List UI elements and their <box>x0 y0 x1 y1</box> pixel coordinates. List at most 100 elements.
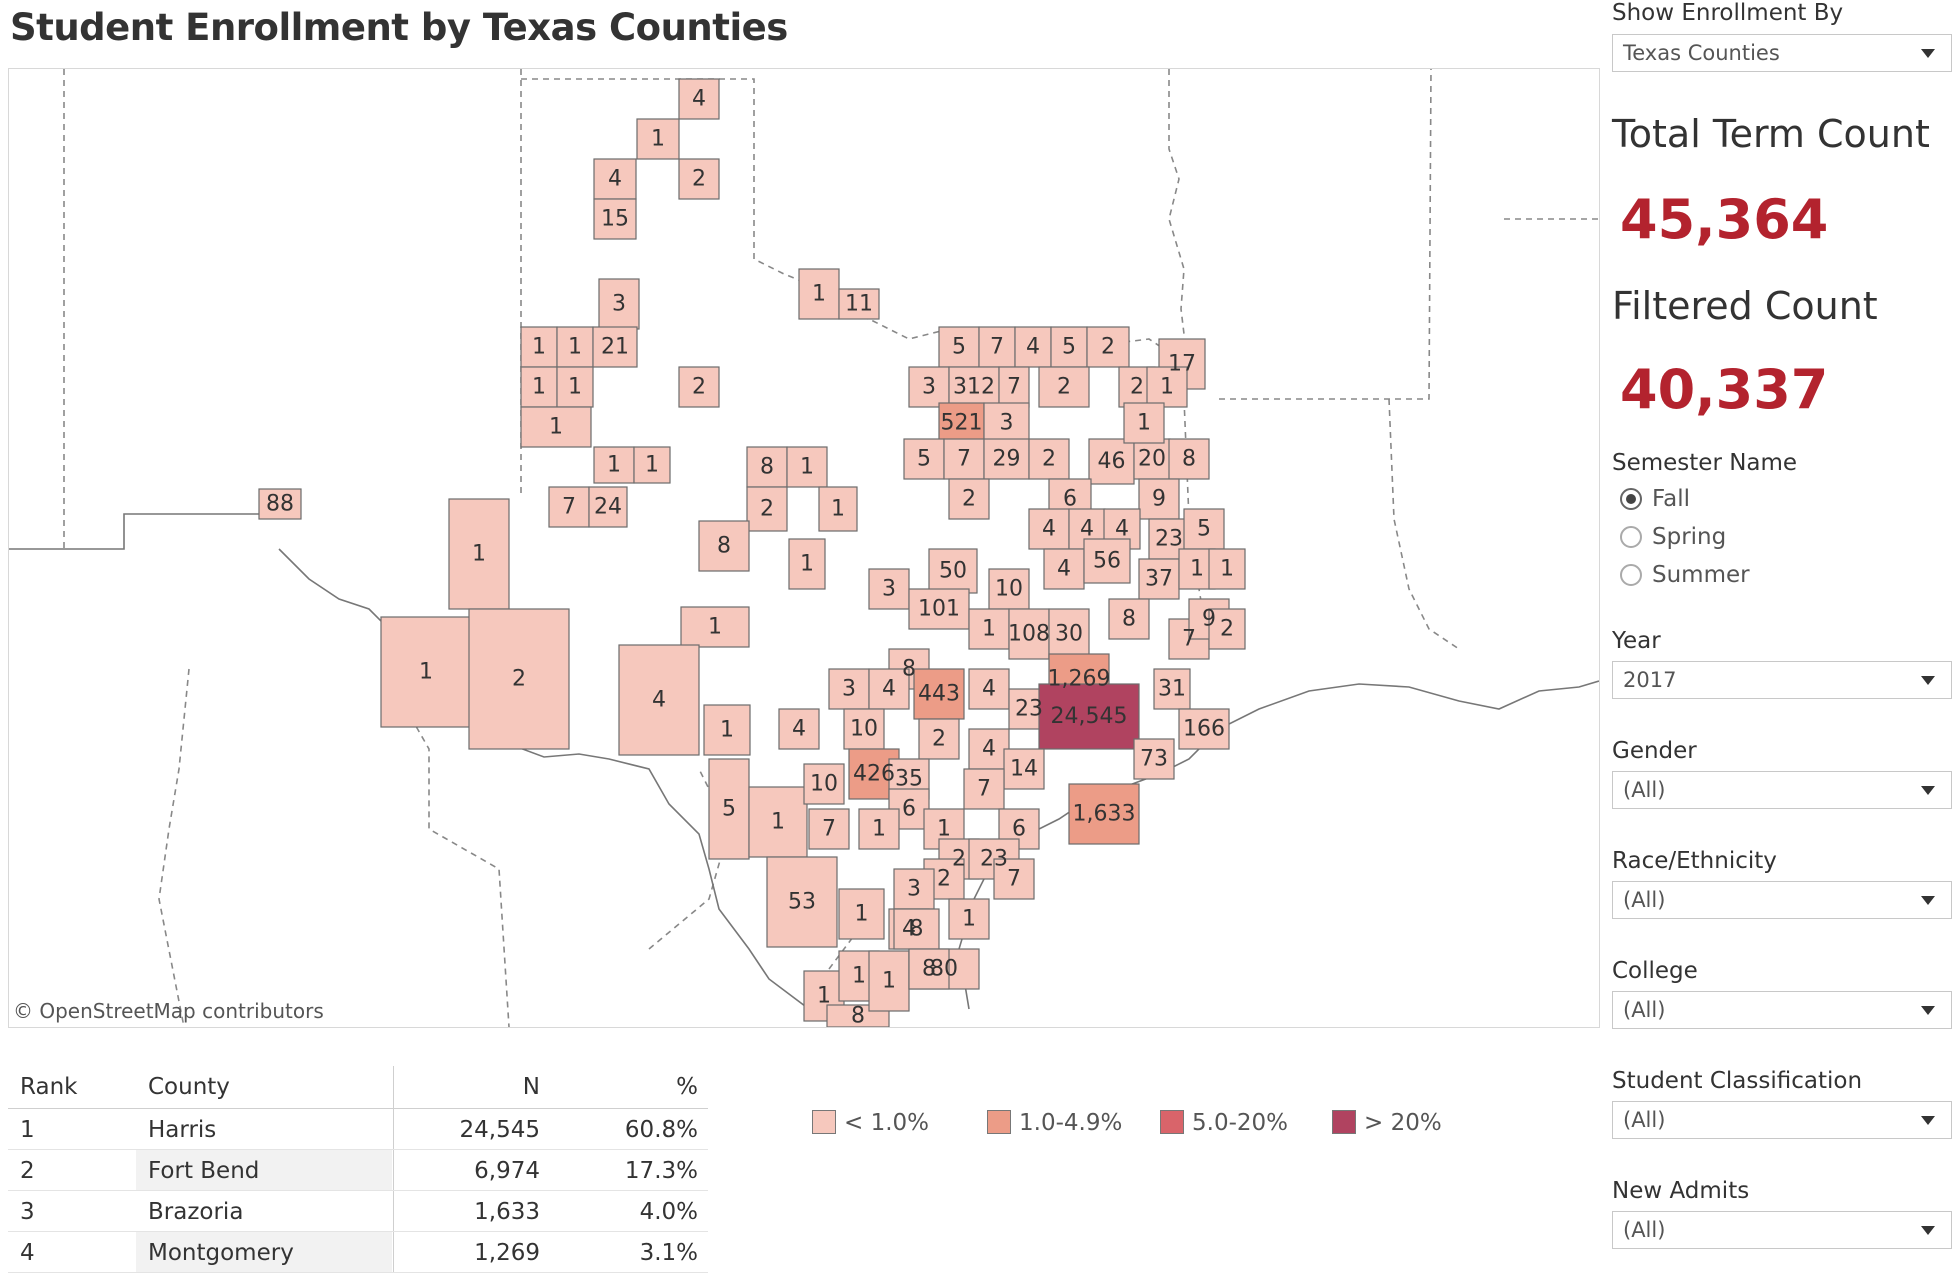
county-shape[interactable] <box>1133 738 1175 780</box>
county-shape[interactable] <box>993 858 1035 900</box>
county-shape[interactable] <box>1208 608 1246 650</box>
legend-item-1to5[interactable]: 1.0-4.9% <box>987 1110 1122 1136</box>
county-shape[interactable] <box>788 538 826 590</box>
county-shape[interactable] <box>968 728 1010 770</box>
county-shape[interactable] <box>1138 478 1180 520</box>
county-shape[interactable] <box>766 856 838 948</box>
county-shape[interactable] <box>1168 438 1210 480</box>
county-shape[interactable] <box>1153 668 1191 710</box>
county-shape[interactable] <box>748 786 808 858</box>
county-shape[interactable] <box>1108 598 1150 640</box>
county-shape[interactable] <box>798 268 840 320</box>
county-shape[interactable] <box>698 520 750 572</box>
college-dropdown[interactable]: (All) <box>1612 991 1952 1029</box>
race-ethnicity-dropdown[interactable]: (All) <box>1612 881 1952 919</box>
county-shape[interactable] <box>1183 508 1225 550</box>
county-shape[interactable] <box>943 438 985 480</box>
texas-county-map[interactable]: 4 1 4 2 15 1 11 3 1 1 21 1 1 2 1 1 1 8 1 7 24 2 1 8 1 88 1 1 2 1 4 1 5 1 5… <box>8 68 1600 1028</box>
table-row[interactable]: 3 Brazoria 1,633 4.0% <box>8 1191 708 1232</box>
county-shape[interactable] <box>633 446 671 484</box>
semester-radio-fall[interactable]: Fall <box>1620 486 1690 512</box>
map-attribution[interactable]: © OpenStreetMap contributors <box>13 999 324 1023</box>
county-shape[interactable] <box>746 446 788 488</box>
student-classification-dropdown[interactable]: (All) <box>1612 1101 1952 1139</box>
county-shape[interactable] <box>838 888 885 940</box>
table-row[interactable]: 4 Montgomery 1,269 3.1% <box>8 1232 708 1273</box>
county-shape[interactable] <box>1048 608 1090 660</box>
county-shape[interactable] <box>520 326 558 368</box>
county-shape[interactable] <box>948 898 990 940</box>
county-shape[interactable] <box>1178 708 1230 750</box>
show-enrollment-dropdown[interactable]: Texas Counties <box>1612 34 1952 72</box>
county-shape[interactable] <box>636 118 680 160</box>
county-shape[interactable] <box>913 668 965 720</box>
legend-item-lt1[interactable]: < 1.0% <box>812 1110 929 1136</box>
county-shape[interactable] <box>468 608 570 750</box>
county-shape[interactable] <box>786 446 828 488</box>
county-shape[interactable] <box>678 78 720 120</box>
county-shape[interactable] <box>968 668 1010 710</box>
county-shape[interactable] <box>520 366 558 408</box>
county-shape[interactable] <box>838 288 880 320</box>
county-shape[interactable] <box>1043 548 1085 590</box>
semester-radio-spring[interactable]: Spring <box>1620 524 1726 550</box>
county-shape[interactable] <box>448 498 510 610</box>
county-shape[interactable] <box>1086 326 1130 368</box>
table-row[interactable]: 1 Harris 24,545 60.8% <box>8 1109 708 1150</box>
header-pct[interactable]: % <box>676 1074 698 1100</box>
county-shape[interactable] <box>520 406 592 448</box>
county-shape[interactable] <box>803 763 845 805</box>
county-shape[interactable] <box>1088 438 1135 485</box>
county-shape[interactable] <box>948 478 990 520</box>
county-shape[interactable] <box>746 486 788 532</box>
county-shape[interactable] <box>1083 538 1131 584</box>
county-shape[interactable] <box>868 568 910 610</box>
county-shape[interactable] <box>1038 366 1090 408</box>
county-shape[interactable] <box>556 366 594 408</box>
county-shape[interactable] <box>548 486 590 528</box>
county-shape[interactable] <box>918 718 960 760</box>
county-shape[interactable] <box>893 908 940 950</box>
county-shape[interactable] <box>1038 683 1140 750</box>
legend-item-5to20[interactable]: 5.0-20% <box>1160 1110 1288 1136</box>
county-shape[interactable] <box>968 608 1010 650</box>
new-admits-dropdown[interactable]: (All) <box>1612 1211 1952 1249</box>
county-shape[interactable] <box>843 708 885 750</box>
county-shape[interactable] <box>948 366 1000 408</box>
county-shape[interactable] <box>556 326 594 368</box>
county-shape[interactable] <box>258 488 302 520</box>
county-shape[interactable] <box>868 668 910 710</box>
county-shape[interactable] <box>708 758 750 860</box>
county-shape[interactable] <box>592 326 638 368</box>
county-shape[interactable] <box>703 704 751 756</box>
county-shape[interactable] <box>593 198 637 240</box>
county-shape[interactable] <box>588 486 628 528</box>
county-shape[interactable] <box>680 606 750 648</box>
header-county[interactable]: County <box>148 1074 230 1100</box>
county-shape[interactable] <box>1123 402 1165 444</box>
county-shape[interactable] <box>908 948 950 990</box>
county-shape[interactable] <box>678 158 720 200</box>
county-shape[interactable] <box>1146 366 1188 408</box>
county-shape[interactable] <box>618 644 700 756</box>
county-shape[interactable] <box>893 868 935 910</box>
county-shape[interactable] <box>593 158 637 200</box>
table-row[interactable]: 2 Fort Bend 6,974 17.3% <box>8 1150 708 1191</box>
county-shape[interactable] <box>858 808 900 850</box>
county-shape[interactable] <box>808 808 850 850</box>
header-n[interactable]: N <box>522 1074 540 1100</box>
county-shape[interactable] <box>1068 783 1140 845</box>
county-shape[interactable] <box>868 950 910 1012</box>
county-shape[interactable] <box>1208 548 1246 590</box>
header-rank[interactable]: Rank <box>20 1074 78 1100</box>
county-shape[interactable] <box>778 708 820 750</box>
gender-dropdown[interactable]: (All) <box>1612 771 1952 809</box>
county-shape[interactable] <box>908 366 950 408</box>
county-shape[interactable] <box>1138 558 1180 600</box>
county-shape[interactable] <box>818 486 858 532</box>
semester-radio-summer[interactable]: Summer <box>1620 562 1750 588</box>
legend-item-gt20[interactable]: > 20% <box>1332 1110 1442 1136</box>
county-shape[interactable] <box>983 402 1030 444</box>
county-shapes[interactable] <box>258 78 1246 1027</box>
county-shape[interactable] <box>380 616 472 728</box>
